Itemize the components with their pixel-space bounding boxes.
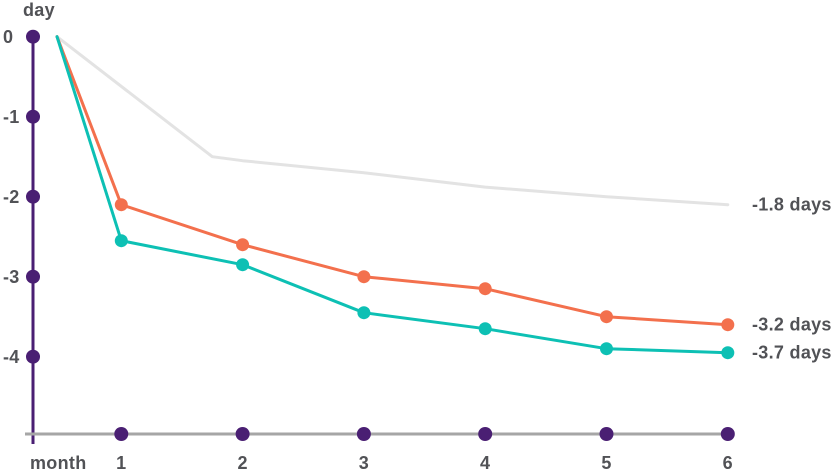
y-tick-label: -1: [3, 107, 20, 127]
x-axis-tick-dot: [356, 427, 371, 441]
series-end-label-series-teal: -3.7 days: [752, 343, 832, 363]
series-marker-series-teal: [236, 258, 250, 272]
x-tick-label: 5: [601, 453, 611, 472]
series-marker-series-orange: [721, 318, 735, 332]
x-tick-label: 6: [723, 453, 733, 472]
x-axis-tick-dot: [720, 427, 735, 441]
series-marker-series-orange: [236, 238, 250, 252]
x-tick-label: 2: [237, 453, 247, 472]
y-axis-tick-dot: [26, 269, 40, 284]
x-tick-label: 4: [480, 453, 490, 472]
y-axis-tick-dot: [26, 189, 40, 204]
series-line-series-teal: [55, 35, 730, 355]
x-axis-tick-dot: [235, 427, 250, 441]
y-axis-tick-dot: [26, 109, 40, 124]
series-marker-series-teal: [721, 346, 735, 360]
series-marker-series-teal: [114, 234, 128, 248]
series-marker-series-orange: [478, 282, 492, 296]
series-line-series-orange: [55, 35, 730, 327]
y-tick-label: -2: [3, 187, 20, 207]
x-tick-label: 1: [116, 453, 126, 472]
y-tick-label: -4: [3, 347, 20, 367]
series-marker-series-teal: [478, 322, 492, 336]
series-marker-series-orange: [357, 270, 371, 284]
series-marker-series-teal: [357, 306, 371, 320]
y-axis-tick-dot: [26, 29, 40, 44]
x-axis-tick-dot: [478, 427, 493, 441]
series-end-label-baseline-gray: -1.8 days: [752, 195, 832, 215]
x-axis-tick-dot: [599, 427, 614, 441]
x-axis-tick-dot: [114, 427, 129, 441]
series-marker-series-orange: [114, 198, 128, 212]
y-axis-tick-dot: [26, 349, 40, 364]
x-tick-label: 3: [359, 453, 369, 472]
x-axis-title: month: [30, 453, 86, 472]
y-axis-title: day: [23, 0, 55, 20]
series-line-baseline-gray: [55, 35, 730, 207]
series-marker-series-teal: [600, 342, 613, 356]
series-end-label-series-orange: -3.2 days: [752, 315, 832, 335]
y-tick-label: -3: [3, 267, 20, 287]
y-tick-label: 0: [3, 27, 13, 47]
series-marker-series-orange: [600, 310, 613, 324]
